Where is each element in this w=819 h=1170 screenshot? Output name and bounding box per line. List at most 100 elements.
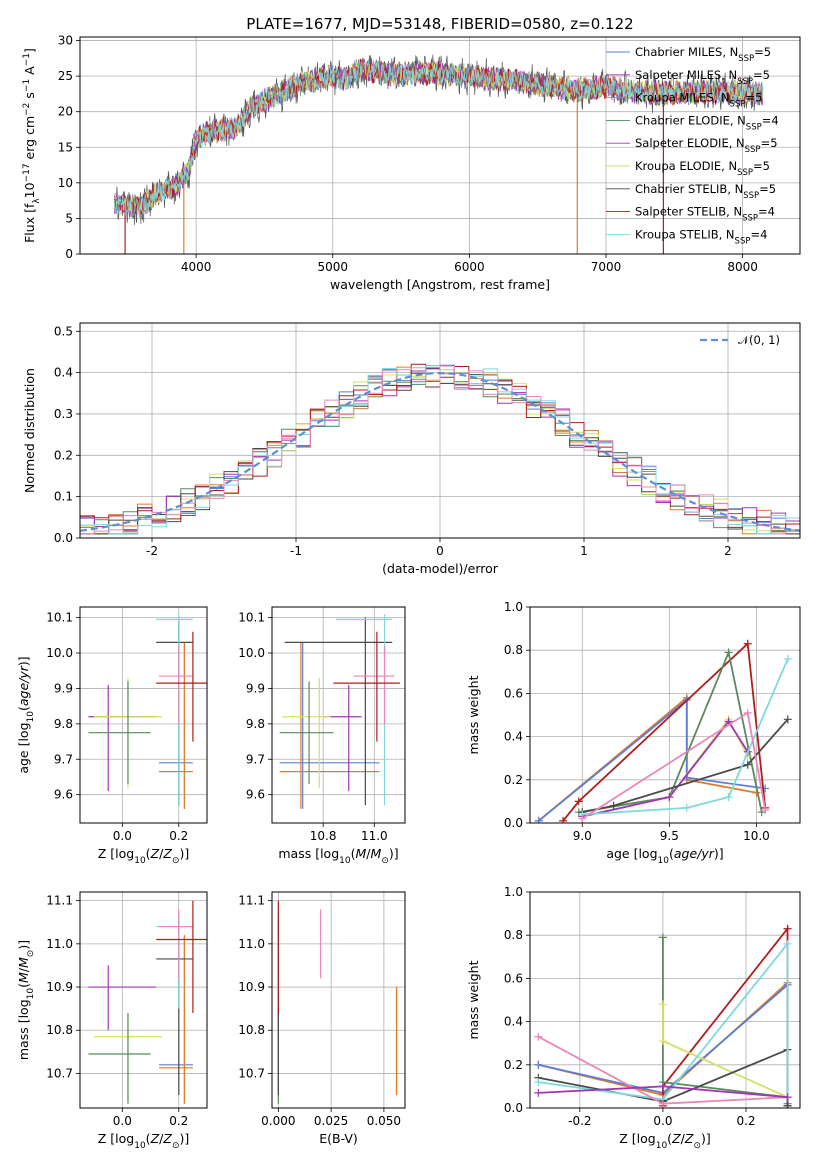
y-tick-label: 0.4 xyxy=(54,366,73,380)
weight-line xyxy=(562,641,767,822)
y-tick-label: 11.0 xyxy=(46,937,73,951)
weight-marker xyxy=(724,793,733,802)
x-tick-label: 0.0 xyxy=(113,1114,132,1128)
axes-frame xyxy=(271,606,406,824)
x-tick-label: 0.0 xyxy=(113,829,132,843)
weight-marker xyxy=(609,801,618,810)
weight-marker xyxy=(743,760,752,769)
x-tick-label: 0 xyxy=(436,544,444,558)
plot-area-mass_weight_vs_Z xyxy=(534,924,792,1108)
x-tick-label: 10.8 xyxy=(310,829,337,843)
x-tick-label: -1 xyxy=(290,544,302,558)
y-tick-label: 11.1 xyxy=(46,894,73,908)
y-tick-label: 25 xyxy=(58,69,73,83)
y-tick-label: 0.2 xyxy=(504,1058,523,1072)
axes-frame xyxy=(271,891,406,1109)
y-tick-label: 0.5 xyxy=(54,324,73,338)
y-tick-label: 10.0 xyxy=(46,646,73,660)
panel-mass_weight_vs_Z: -0.2 0.0 0.2 0.0 0.2 0.4 0.6 0.8 1.0 Z [log10(Z/Z… xyxy=(466,885,801,1151)
weight-marker xyxy=(658,933,667,942)
panel-age_vs_mass: 10.8 11.0 9.6 9.7 9.8 9.9 10.0 10.1 mass [log10(… xyxy=(238,606,406,866)
legend-entry: Chabrier STELIB, NSSP=5 xyxy=(635,182,776,201)
x-tick-label: -0.2 xyxy=(568,1114,591,1128)
y-tick-label: 15 xyxy=(58,140,73,154)
weight-marker xyxy=(743,708,752,717)
y-tick-label: 9.9 xyxy=(54,681,73,695)
weight-marker xyxy=(578,814,587,823)
weight-marker xyxy=(658,1099,667,1108)
axes-frame xyxy=(79,36,801,255)
x-tick-label: 0.050 xyxy=(367,1114,401,1128)
x-tick-label: 0.000 xyxy=(261,1114,295,1128)
weight-marker xyxy=(682,803,691,812)
x-tick-label: 0.0 xyxy=(653,1114,672,1128)
x-axis-label: age [log10(age/yr)] xyxy=(606,846,723,866)
weight-marker xyxy=(534,816,543,823)
y-tick-label: 10.1 xyxy=(46,611,73,625)
weight-marker xyxy=(724,648,733,657)
y-tick-label: 0.6 xyxy=(504,686,523,700)
y-tick-label: 0.0 xyxy=(54,531,73,545)
x-axis-label: wavelength [Angstrom, rest frame] xyxy=(330,277,550,292)
y-tick-label: 9.6 xyxy=(246,788,265,802)
weight-marker xyxy=(658,1037,667,1046)
weight-line xyxy=(662,1004,788,1099)
y-tick-label: 5 xyxy=(65,211,73,225)
x-tick-label: 0.2 xyxy=(736,1114,755,1128)
x-axis-label: Z [log10(Z/Z⊙)] xyxy=(98,846,190,866)
x-tick-label: 0.2 xyxy=(169,1114,188,1128)
weight-line xyxy=(538,941,789,1101)
axes-frame xyxy=(529,891,801,1109)
y-tick-label: 1.0 xyxy=(504,600,523,614)
x-axis-label: mass [log10(M/M⊙)] xyxy=(278,846,398,866)
x-tick-label: 4000 xyxy=(181,260,212,274)
panel-mass_vs_Z: 0.0 0.2 10.7 10.8 10.9 11.0 11.1 Z [log10(Z/Z⊙)… xyxy=(16,891,208,1151)
legend-entry: Salpeter ELODIE, NSSP=5 xyxy=(635,136,778,155)
y-tick-label: 30 xyxy=(58,34,73,48)
y-axis-label: mass [log10(M/M⊙)] xyxy=(16,940,36,1060)
axes-frame xyxy=(79,322,801,539)
plot-area-age_vs_mass xyxy=(279,614,400,809)
y-tick-label: 0.8 xyxy=(504,928,523,942)
y-tick-label: 0.3 xyxy=(54,407,73,421)
y-tick-label: 10.9 xyxy=(238,980,265,994)
weight-marker xyxy=(534,1060,543,1069)
x-axis-label: Z [log10(Z/Z⊙)] xyxy=(98,1131,190,1151)
legend-entry: Kroupa MILES, NSSP=5 xyxy=(635,91,762,110)
weight-marker xyxy=(783,1093,792,1102)
y-tick-label: 11.0 xyxy=(238,937,265,951)
weight-marker xyxy=(534,1032,543,1041)
histogram-pink xyxy=(80,365,800,535)
y-tick-label: 9.8 xyxy=(246,717,265,731)
weight-marker xyxy=(783,715,792,724)
legend-entry: Salpeter STELIB, NSSP=4 xyxy=(635,205,775,224)
x-tick-label: 11.0 xyxy=(361,829,388,843)
panels: 4000 5000 6000 7000 8000051015202530waveleng… xyxy=(16,34,801,1151)
y-tick-label: 9.9 xyxy=(246,681,265,695)
x-tick-label: 8000 xyxy=(727,260,758,274)
axes-frame xyxy=(79,891,208,1109)
y-tick-label: 0.0 xyxy=(504,1101,523,1115)
y-tick-label: 10.0 xyxy=(238,646,265,660)
series-kroupa-stelib xyxy=(113,58,764,219)
panel-age_vs_Z: 0.0 0.2 9.6 9.7 9.8 9.9 10.0 10.1 Z [log10(Z/Z⊙)… xyxy=(16,606,208,866)
weight-marker xyxy=(743,639,752,648)
weight-marker xyxy=(559,816,568,823)
weight-marker xyxy=(783,654,792,663)
y-tick-label: 0.1 xyxy=(54,490,73,504)
plot-area-age_vs_Z xyxy=(88,614,207,809)
y-tick-label: 0.0 xyxy=(504,816,523,830)
x-axis-label: E(B-V) xyxy=(319,1131,358,1146)
x-tick-label: 10.0 xyxy=(743,829,770,843)
y-tick-label: 9.7 xyxy=(54,752,73,766)
y-tick-label: 9.8 xyxy=(54,717,73,731)
y-tick-label: 0.2 xyxy=(504,773,523,787)
axes-frame xyxy=(79,606,208,824)
plot-area-spectrum xyxy=(113,54,764,254)
plot-area-mass_vs_EBV xyxy=(277,900,398,1104)
weight-marker xyxy=(761,806,770,815)
panel-spectrum: 4000 5000 6000 7000 8000 0 5 10 15 20 25 30 waveleng… xyxy=(22,34,801,292)
x-tick-label: -2 xyxy=(146,544,158,558)
plot-area-residuals xyxy=(80,363,800,535)
x-tick-label: 2 xyxy=(724,544,732,558)
